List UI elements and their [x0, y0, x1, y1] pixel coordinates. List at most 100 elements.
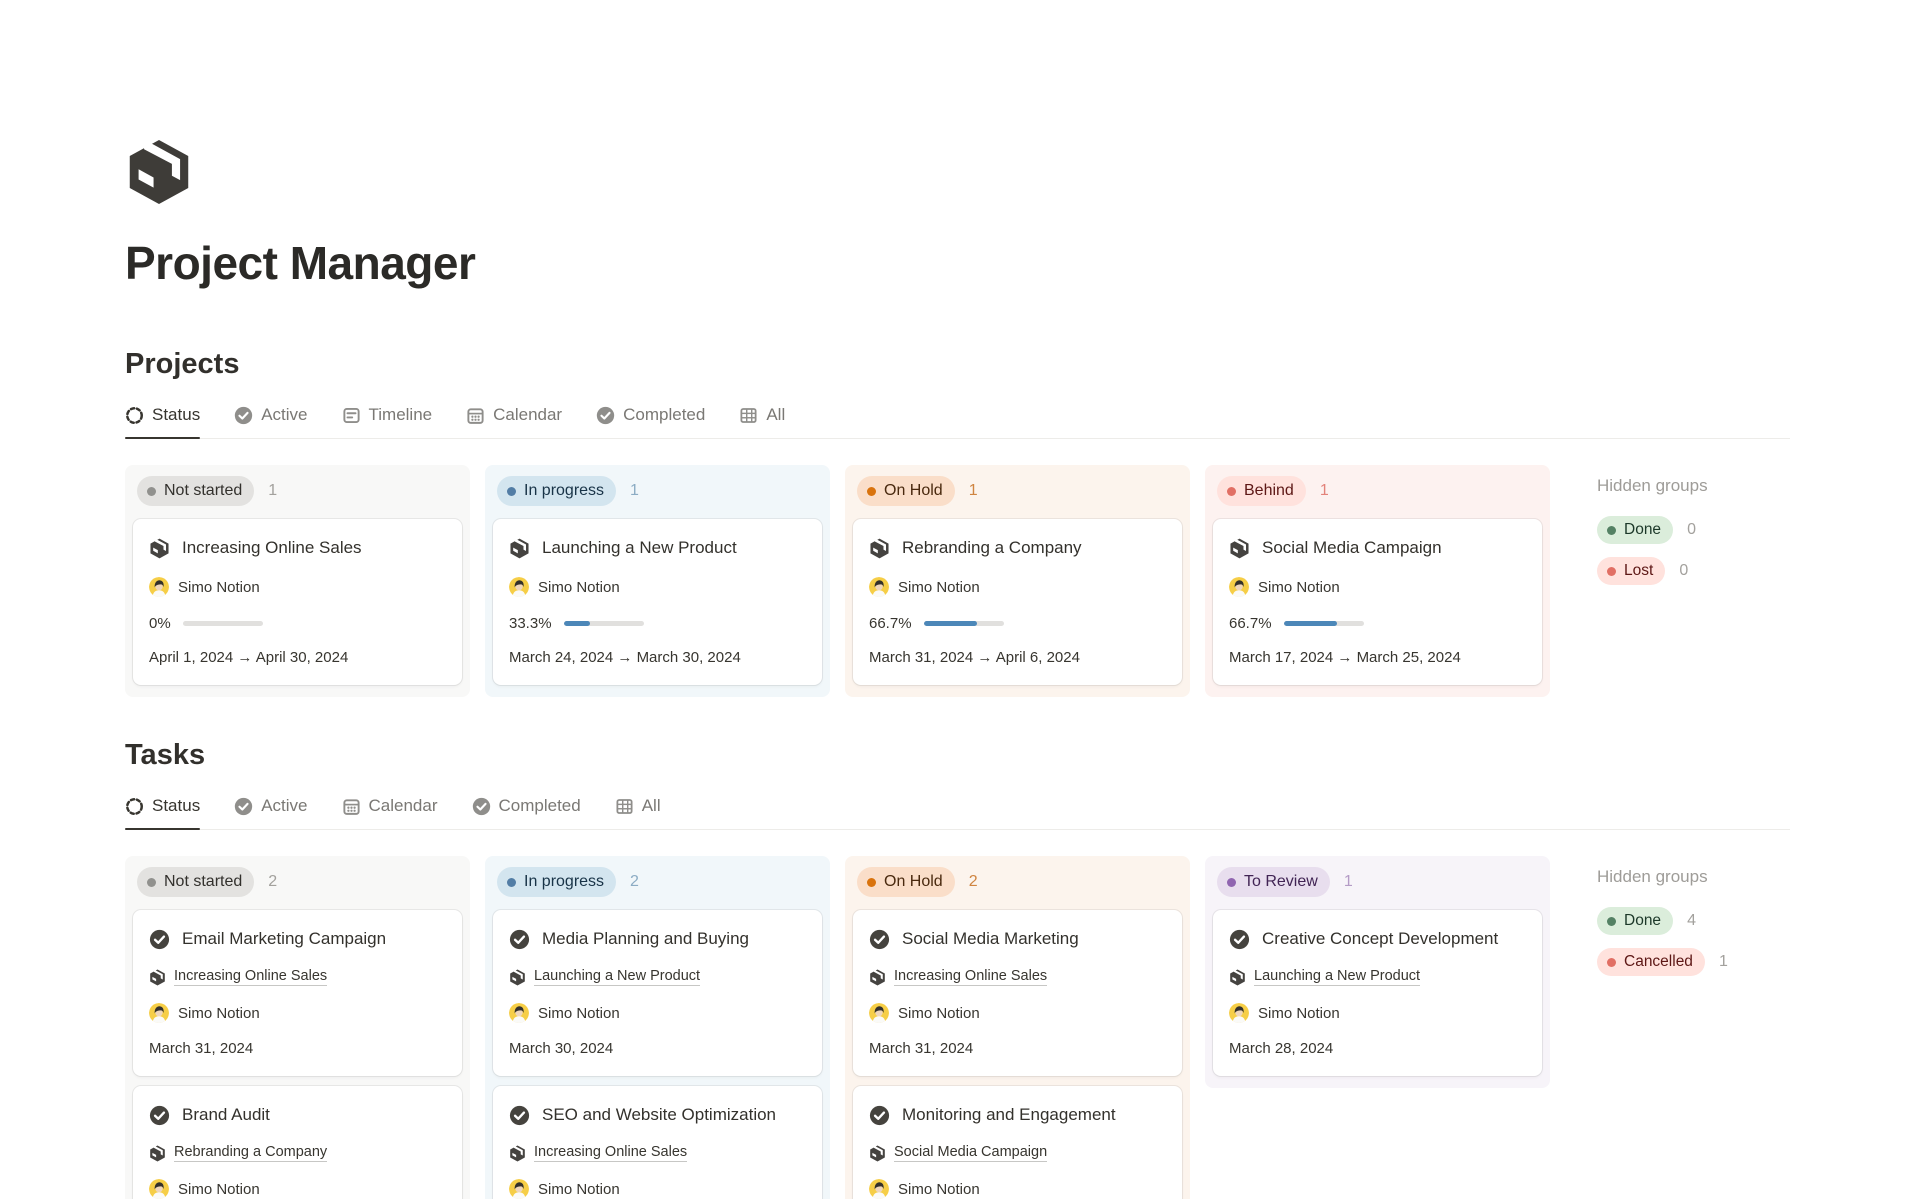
- project-card[interactable]: Rebranding a Company Simo Notion 66.7% M…: [853, 519, 1182, 685]
- column-header: On Hold 1: [853, 473, 1182, 519]
- hidden-group-lost: Lost 0: [1597, 557, 1708, 585]
- card-title: Creative Concept Development: [1262, 929, 1499, 948]
- tab-all[interactable]: All: [739, 405, 785, 438]
- status-pill-to-review[interactable]: To Review: [1217, 867, 1330, 897]
- person-property: Simo Notion: [1229, 1003, 1526, 1023]
- column-on-hold: On Hold 1 Rebranding a Company Simo Noti…: [845, 465, 1190, 697]
- project-relation: Increasing Online Sales: [149, 968, 446, 986]
- progress-bar: [182, 621, 263, 626]
- task-card[interactable]: Brand Audit Rebranding a Company Simo No…: [133, 1086, 462, 1199]
- task-card[interactable]: Monitoring and Engagement Social Media C…: [853, 1086, 1182, 1199]
- column-count: 2: [268, 873, 278, 890]
- projects-board: Not started 1 Increasing Online Sales Si…: [125, 465, 1790, 697]
- status-pill-in-progress[interactable]: In progress: [497, 867, 617, 897]
- project-card[interactable]: Launching a New Product Simo Notion 33.3…: [493, 519, 822, 685]
- person-property: Simo Notion: [149, 1179, 446, 1199]
- status-pill-not-started[interactable]: Not started: [137, 476, 255, 506]
- tab-active[interactable]: Active: [234, 405, 308, 438]
- status-pill-not-started[interactable]: Not started: [137, 867, 255, 897]
- project-relation: Increasing Online Sales: [869, 968, 1166, 986]
- project-link[interactable]: Increasing Online Sales: [894, 968, 1048, 986]
- tab-status[interactable]: Status: [125, 796, 201, 830]
- status-pill-done[interactable]: Done: [1597, 907, 1674, 935]
- person-property: Simo Notion: [1229, 577, 1526, 597]
- status-pill-in-progress[interactable]: In progress: [497, 476, 617, 506]
- tab-timeline[interactable]: Timeline: [342, 405, 432, 438]
- package-icon: [149, 969, 166, 986]
- page-header: Project Manager: [125, 0, 1790, 290]
- status-dot: [867, 486, 876, 496]
- tab-all[interactable]: All: [615, 796, 661, 829]
- project-card[interactable]: Social Media Campaign Simo Notion 66.7% …: [1213, 519, 1542, 685]
- tab-calendar[interactable]: Calendar: [342, 796, 438, 829]
- task-card[interactable]: SEO and Website Optimization Increasing …: [493, 1086, 822, 1199]
- status-pill-behind[interactable]: Behind: [1217, 476, 1306, 506]
- column-count: 1: [1319, 482, 1329, 499]
- hidden-groups: Hidden groups Done 0 Lost 0: [1597, 465, 1708, 598]
- hidden-group-count: 1: [1718, 953, 1728, 970]
- task-card[interactable]: Media Planning and Buying Launching a Ne…: [493, 910, 822, 1076]
- card-dates: April 1, 2024 → April 30, 2024: [149, 649, 349, 666]
- project-link[interactable]: Social Media Campaign: [894, 1144, 1048, 1162]
- status-pill-label: Done: [1624, 912, 1662, 929]
- status-dot: [1607, 566, 1616, 576]
- card-date: March 31, 2024: [149, 1040, 254, 1057]
- progress-bar-fill: [1283, 621, 1337, 626]
- column-header: Not started 2: [133, 864, 462, 910]
- package-icon: [1229, 969, 1246, 986]
- tab-active[interactable]: Active: [234, 796, 308, 829]
- status-pill-label: Lost: [1624, 562, 1654, 579]
- project-card[interactable]: Increasing Online Sales Simo Notion 0% A…: [133, 519, 462, 685]
- column-header: Not started 1: [133, 473, 462, 519]
- avatar: [149, 1003, 169, 1023]
- status-dot: [507, 486, 516, 496]
- project-link[interactable]: Increasing Online Sales: [174, 968, 328, 986]
- status-pill-label: Not started: [164, 873, 243, 890]
- project-link[interactable]: Launching a New Product: [534, 968, 701, 986]
- status-pill-label: In progress: [524, 873, 605, 890]
- progress-bar: [563, 621, 644, 626]
- tab-completed[interactable]: Completed: [472, 796, 581, 829]
- table-icon: [739, 406, 758, 425]
- card-title: Email Marketing Campaign: [182, 929, 387, 948]
- avatar: [869, 577, 889, 597]
- card-title: Brand Audit: [182, 1105, 270, 1124]
- task-check-icon: [149, 929, 170, 950]
- person-property: Simo Notion: [869, 1003, 1166, 1023]
- status-pill-cancelled[interactable]: Cancelled: [1597, 948, 1705, 976]
- person-property: Simo Notion: [869, 577, 1166, 597]
- task-card[interactable]: Email Marketing Campaign Increasing Onli…: [133, 910, 462, 1076]
- status-pill-on-hold[interactable]: On Hold: [857, 476, 955, 506]
- project-relation: Rebranding a Company: [149, 1144, 446, 1162]
- task-card[interactable]: Creative Concept Development Launching a…: [1213, 910, 1542, 1076]
- project-link[interactable]: Rebranding a Company: [174, 1144, 328, 1162]
- status-dot: [1607, 525, 1616, 535]
- avatar: [869, 1003, 889, 1023]
- status-pill-on-hold[interactable]: On Hold: [857, 867, 955, 897]
- column-header: In progress 1: [493, 473, 822, 519]
- avatar: [509, 577, 529, 597]
- task-card[interactable]: Social Media Marketing Increasing Online…: [853, 910, 1182, 1076]
- package-icon: [125, 138, 193, 206]
- project-link[interactable]: Launching a New Product: [1254, 968, 1421, 986]
- calendar-icon: [342, 797, 361, 816]
- avatar: [509, 1179, 529, 1199]
- project-link[interactable]: Increasing Online Sales: [534, 1144, 688, 1162]
- tab-status[interactable]: Status: [125, 405, 201, 439]
- progress-value: 66.7%: [1229, 615, 1272, 632]
- column-count: 2: [968, 873, 978, 890]
- status-pill-done[interactable]: Done: [1597, 516, 1674, 544]
- status-dot: [147, 877, 156, 887]
- person-name: Simo Notion: [1258, 578, 1340, 596]
- avatar: [149, 1179, 169, 1199]
- tab-label: All: [766, 405, 786, 424]
- tasks-board: Not started 2 Email Marketing Campaign I…: [125, 856, 1790, 1199]
- status-dot: [1227, 877, 1236, 887]
- status-pill-lost[interactable]: Lost: [1597, 557, 1666, 585]
- tab-completed[interactable]: Completed: [596, 405, 705, 438]
- status-icon: [125, 797, 144, 816]
- column-behind: Behind 1 Social Media Campaign Simo Noti…: [1205, 465, 1550, 697]
- status-dot: [1227, 486, 1236, 496]
- card-date: March 30, 2024: [509, 1040, 614, 1057]
- tab-calendar[interactable]: Calendar: [466, 405, 562, 438]
